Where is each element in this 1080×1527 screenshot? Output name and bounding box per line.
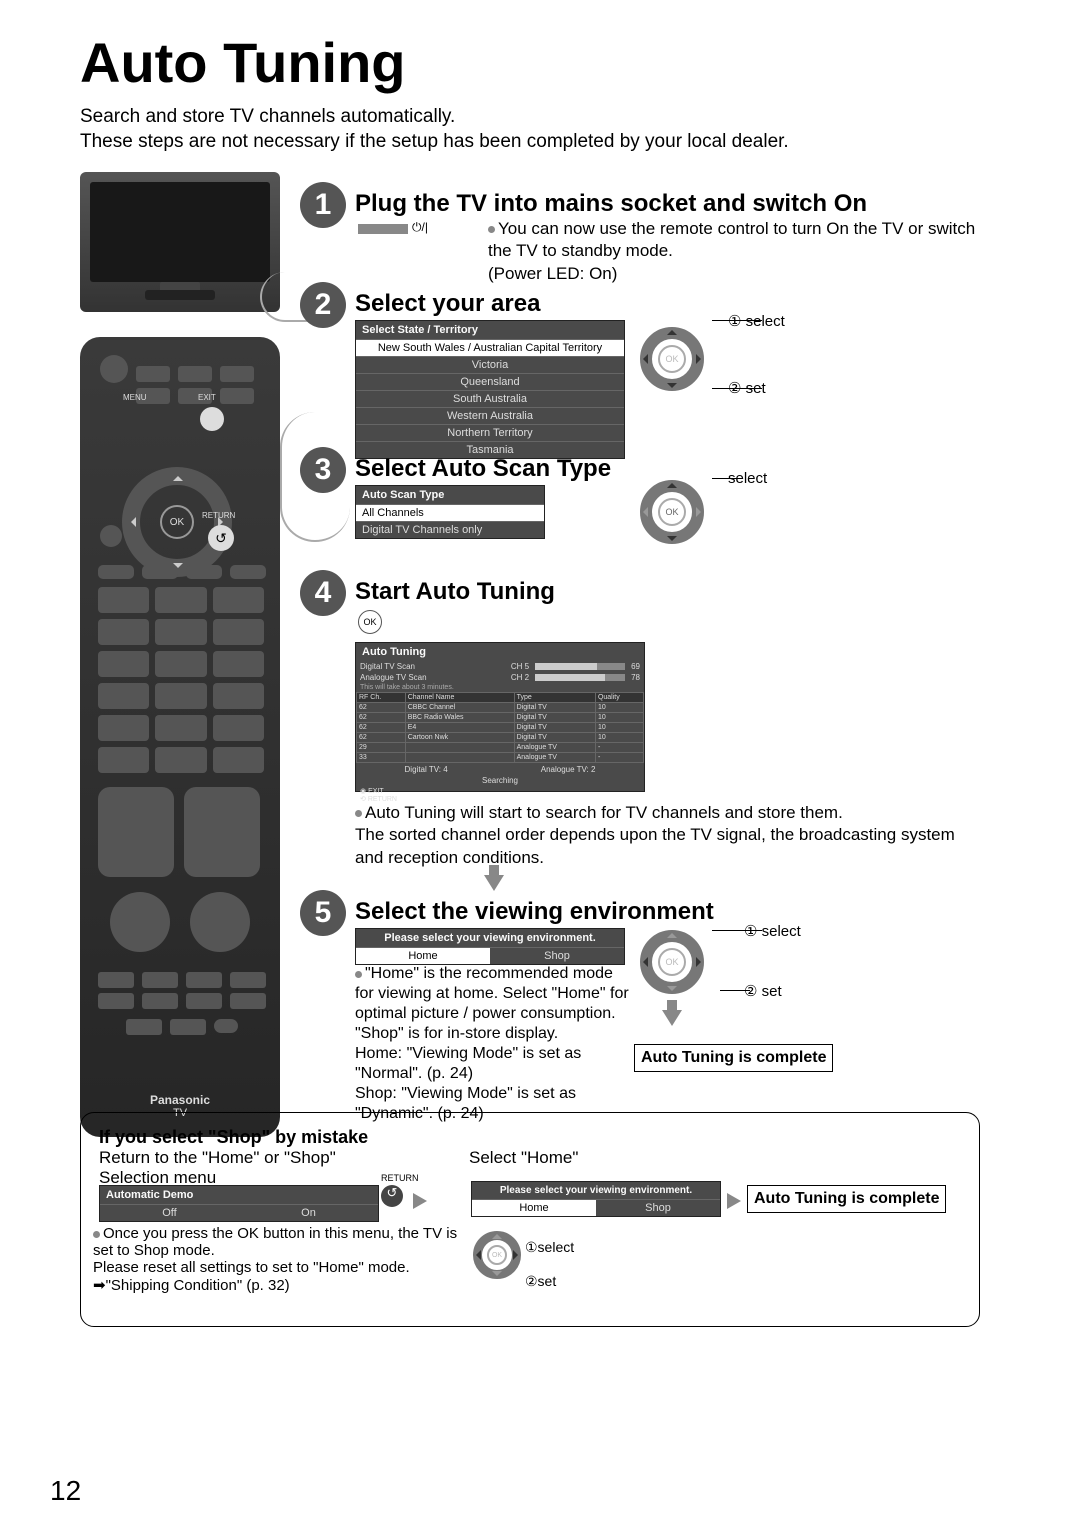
tv-illustration — [80, 172, 280, 312]
return-icon: ↺ — [381, 1185, 403, 1207]
remote-brand: Panasonic — [80, 1093, 280, 1107]
step-2-option: New South Wales / Australian Capital Ter… — [356, 339, 624, 356]
step-4-body: Auto Tuning will start to search for TV … — [355, 802, 975, 868]
step-5-complete: Auto Tuning is complete — [634, 1044, 833, 1072]
step-3-title: Select Auto Scan Type — [355, 455, 611, 483]
step-2-title: Select your area — [355, 290, 540, 318]
remote-menu-label: MENU — [123, 393, 147, 402]
shop-navpad: OK — [473, 1231, 521, 1279]
step-1-body: You can now use the remote control to tu… — [488, 218, 978, 284]
step-3-menu: Auto Scan Type All ChannelsDigital TV Ch… — [355, 485, 545, 539]
step-5-body: "Home" is the recommended mode for viewi… — [355, 964, 630, 1124]
step-4-number: 4 — [300, 570, 346, 616]
step-2-set: ② set — [728, 379, 766, 397]
step-5-title: Select the viewing environment — [355, 898, 714, 926]
shop-box-bullet: Once you press the OK button in this men… — [93, 1225, 473, 1294]
intro: Search and store TV channels automatical… — [80, 105, 1020, 154]
step-2-option: Queensland — [356, 373, 624, 390]
step-2-number: 2 — [300, 282, 346, 328]
step-3-option: Digital TV Channels only — [356, 521, 544, 538]
shop-complete: Auto Tuning is complete — [747, 1185, 946, 1213]
step-2-select: ① select — [728, 312, 785, 330]
remote-exit-label: EXIT — [198, 393, 216, 402]
step-2-option: Victoria — [356, 356, 624, 373]
page-title: Auto Tuning — [80, 30, 1020, 95]
demo-menu: Automatic Demo OffOn — [99, 1185, 379, 1222]
step-4-ok-icon: OK — [358, 610, 382, 634]
step-5-set: ② set — [744, 982, 782, 1000]
step-5-option: Home — [356, 947, 490, 964]
step-2-menu: Select State / Territory New South Wales… — [355, 320, 625, 459]
step-4-scanbox: Auto Tuning Digital TV ScanCH 5 69 Analo… — [355, 642, 645, 792]
shop-box-heading: If you select "Shop" by mistake — [99, 1127, 961, 1148]
remote-illustration: MENU EXIT OK RETURN ↺ — [80, 337, 280, 1137]
step-2-option: South Australia — [356, 390, 624, 407]
step-5-select: ① select — [744, 922, 801, 940]
step-5-number: 5 — [300, 890, 346, 936]
remote-navpad: OK — [122, 467, 232, 577]
step-2-navpad: OK — [640, 327, 704, 391]
step-1-title: Plug the TV into mains socket and switch… — [355, 190, 867, 218]
main-content: MENU EXIT OK RETURN ↺ — [80, 172, 1020, 1277]
step-5-navpad: OK — [640, 930, 704, 994]
step-5-option: Shop — [490, 947, 624, 964]
step-5-menu: Please select your viewing environment. … — [355, 928, 625, 965]
step-3-option: All Channels — [356, 504, 544, 521]
step-1-number: 1 — [300, 182, 346, 228]
env-menu: Please select your viewing environment. … — [471, 1181, 721, 1217]
step-3-select: select — [728, 470, 767, 487]
step-2-option: Western Australia — [356, 407, 624, 424]
step-2-option: Northern Territory — [356, 424, 624, 441]
power-icon: ⏻/| — [412, 220, 428, 235]
step-3-navpad: OK — [640, 480, 704, 544]
remote-return-label: RETURN — [202, 511, 235, 520]
step-4-title: Start Auto Tuning — [355, 578, 555, 606]
shop-return-menu: Return to the "Home" or "Shop" Selection… — [99, 1148, 349, 1188]
remote-exit-button — [200, 407, 224, 431]
page-number: 12 — [50, 1475, 81, 1507]
shop-mistake-box: If you select "Shop" by mistake Return t… — [80, 1112, 980, 1327]
